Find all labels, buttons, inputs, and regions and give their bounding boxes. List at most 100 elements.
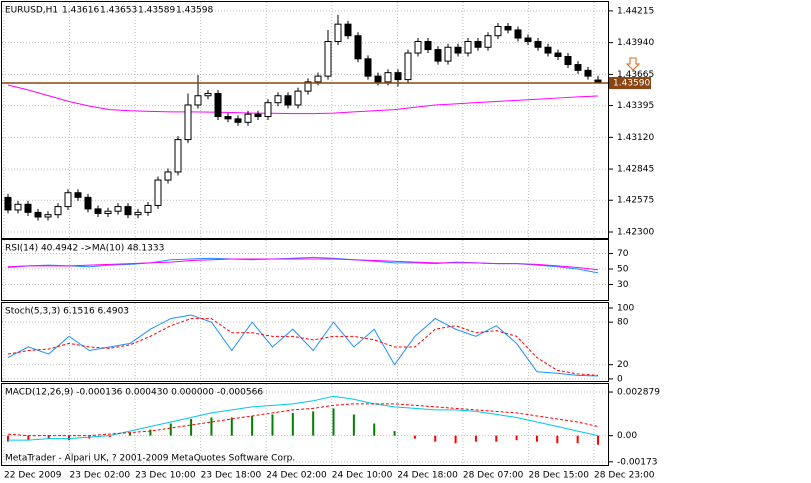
footer: MetaTrader - Alpari UK, ? 2001-2009 Meta… bbox=[5, 454, 295, 464]
y-tick-label: 30 bbox=[617, 280, 629, 290]
frames bbox=[1, 1, 609, 466]
histogram-bar bbox=[169, 423, 172, 436]
candle-body bbox=[84, 196, 92, 210]
histogram-bar bbox=[535, 435, 538, 442]
candle-body bbox=[304, 81, 312, 92]
candle-body bbox=[334, 23, 342, 42]
y-tick-label: -0.00173 bbox=[617, 457, 657, 467]
indicator-line bbox=[7, 403, 599, 437]
candle-body bbox=[164, 171, 172, 181]
candle-body bbox=[404, 52, 412, 81]
y-tick-label: 70 bbox=[617, 249, 629, 259]
candle-body bbox=[254, 113, 262, 118]
histogram-bar bbox=[515, 435, 518, 441]
x-tick-label: 28 Dec 07:00 bbox=[463, 471, 524, 481]
x-tick-label: 22 Dec 2009 bbox=[4, 471, 62, 481]
histogram-bar bbox=[352, 414, 355, 436]
x-tick-label: 23 Dec 02:00 bbox=[70, 471, 131, 481]
x-tick-label: 24 Dec 10:00 bbox=[332, 471, 393, 481]
stoch-pane bbox=[1, 302, 609, 382]
candle-body bbox=[4, 196, 12, 211]
candle-body bbox=[44, 214, 52, 218]
candle-body bbox=[324, 40, 332, 77]
histogram-bar bbox=[7, 435, 9, 442]
candle-body bbox=[174, 139, 182, 173]
candle-body bbox=[224, 116, 232, 120]
candle-body bbox=[124, 206, 132, 216]
x-tick-label: 23 Dec 18:00 bbox=[201, 471, 262, 481]
histogram-bar bbox=[373, 423, 376, 436]
candle-body bbox=[574, 64, 582, 71]
candle-body bbox=[244, 113, 252, 123]
candle-body bbox=[354, 35, 362, 60]
candle-body bbox=[594, 79, 602, 83]
candle-body bbox=[74, 192, 82, 198]
candle-body bbox=[214, 92, 222, 118]
x-tick-label: 24 Dec 02:00 bbox=[266, 471, 327, 481]
sell-arrow bbox=[625, 57, 641, 71]
candle-body bbox=[494, 25, 502, 37]
candle-body bbox=[454, 46, 462, 54]
candle-body bbox=[504, 25, 512, 31]
current-price-box bbox=[609, 77, 651, 90]
current-price-label: 1.43590 bbox=[613, 79, 650, 89]
candle-body bbox=[384, 72, 392, 83]
candle-body bbox=[464, 40, 472, 54]
y-tick-label: 1.43120 bbox=[617, 133, 654, 143]
candle-body bbox=[54, 206, 62, 216]
candle-body bbox=[274, 95, 282, 104]
rsi-pane bbox=[1, 239, 609, 301]
candle-body bbox=[544, 46, 552, 54]
histogram-bar bbox=[474, 435, 477, 442]
candle-body bbox=[194, 95, 202, 106]
histogram-bar bbox=[434, 435, 437, 442]
y-tick-label: 1.44215 bbox=[617, 6, 654, 16]
y-tick-label: 0.002879 bbox=[617, 388, 660, 398]
candle-body bbox=[554, 52, 562, 57]
y-tick-label: 1.42300 bbox=[617, 227, 654, 237]
histogram-bar bbox=[556, 435, 559, 444]
y-tick-label: 1.43940 bbox=[617, 38, 654, 48]
pane-title: Stoch(5,3,3) 6.1516 6.4903 bbox=[5, 307, 129, 317]
histogram-bar bbox=[332, 408, 335, 436]
ohlc-value: 1.43589 bbox=[138, 6, 175, 16]
macd-pane bbox=[1, 383, 609, 466]
y-tick-label: 0.00 bbox=[617, 431, 637, 441]
histogram-bar bbox=[271, 414, 274, 436]
histogram-bar bbox=[454, 435, 457, 444]
candle-body bbox=[34, 211, 42, 218]
candle-body bbox=[264, 102, 272, 118]
candle-body bbox=[14, 203, 22, 211]
candle-body bbox=[234, 118, 242, 123]
indicator-line bbox=[7, 84, 599, 115]
candle-body bbox=[64, 192, 72, 208]
candle-body bbox=[394, 72, 402, 81]
histogram-bar bbox=[149, 429, 152, 436]
histogram-bar bbox=[27, 435, 30, 441]
candle-body bbox=[24, 203, 32, 213]
candle-body bbox=[434, 49, 442, 62]
y-tick-label: 1.42575 bbox=[617, 196, 654, 206]
histogram-bar bbox=[68, 435, 71, 441]
candle-body bbox=[474, 40, 482, 48]
candle-body bbox=[484, 35, 492, 48]
histogram-bar bbox=[495, 435, 498, 442]
candle-body bbox=[144, 204, 152, 213]
x-tick-label: 24 Dec 18:00 bbox=[397, 471, 458, 481]
y-tick-label: 1.43665 bbox=[617, 70, 654, 80]
histogram-bar bbox=[312, 411, 315, 436]
x-tick-label: 28 Dec 23:00 bbox=[594, 471, 655, 481]
indicator-line bbox=[7, 318, 599, 376]
histogram-bar bbox=[413, 435, 416, 439]
ohlc-value: 1.43598 bbox=[176, 6, 213, 16]
pane-title: MACD(12,26,9) -0.000136 0.000430 0.00000… bbox=[5, 388, 263, 398]
ohlc-value: 1.43653 bbox=[100, 6, 137, 16]
candle-body bbox=[314, 75, 322, 83]
histogram-bar bbox=[108, 435, 111, 438]
y-tick-label: 0 bbox=[617, 374, 623, 384]
candle-body bbox=[534, 40, 542, 48]
histogram-bar bbox=[576, 435, 579, 444]
candle-body bbox=[294, 90, 302, 106]
histogram-bar bbox=[129, 432, 132, 436]
